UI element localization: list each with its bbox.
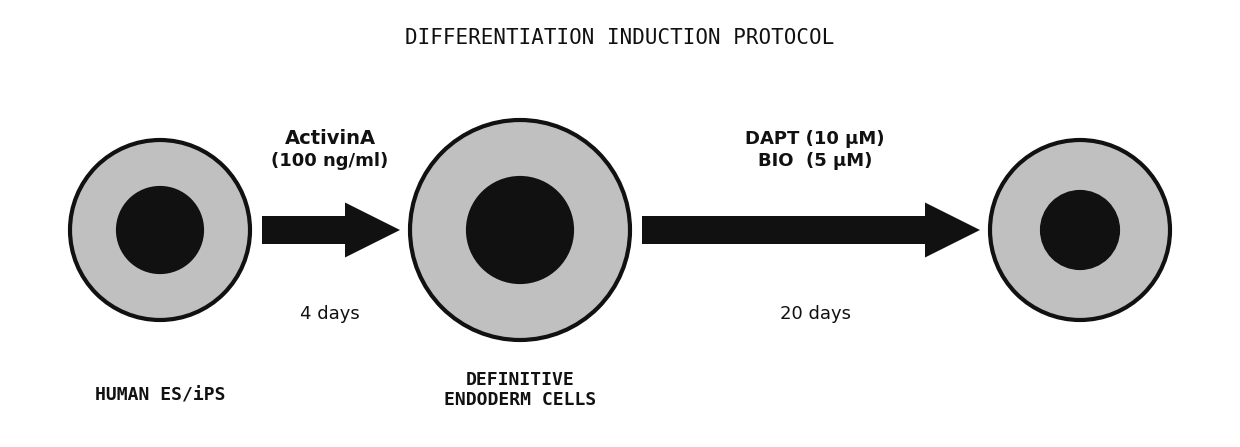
Text: DEFINITIVE
ENDODERM CELLS: DEFINITIVE ENDODERM CELLS (444, 371, 596, 409)
Text: DAPT (10 μM): DAPT (10 μM) (745, 130, 885, 148)
Text: (100 ng/ml): (100 ng/ml) (272, 152, 388, 170)
FancyArrow shape (262, 202, 401, 257)
Circle shape (467, 178, 572, 282)
Text: DIFFERENTIATION INDUCTION PROTOCOL: DIFFERENTIATION INDUCTION PROTOCOL (405, 28, 835, 48)
Text: BIO  (5 μM): BIO (5 μM) (758, 152, 872, 170)
Circle shape (118, 188, 202, 272)
Circle shape (410, 120, 630, 340)
Text: ActivinA: ActivinA (284, 129, 376, 148)
Text: 4 days: 4 days (300, 305, 360, 323)
Text: 20 days: 20 days (780, 305, 851, 323)
FancyArrow shape (642, 202, 980, 257)
Text: HUMAN ES/iPS: HUMAN ES/iPS (94, 386, 226, 404)
Circle shape (69, 140, 250, 320)
Circle shape (1042, 192, 1118, 268)
Circle shape (990, 140, 1171, 320)
